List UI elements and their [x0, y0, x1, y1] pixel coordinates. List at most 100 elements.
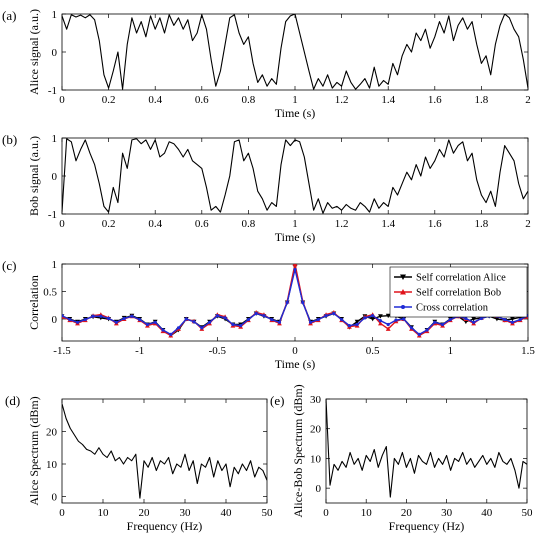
- y-tick-label: 0: [316, 483, 322, 495]
- x-tick-label: 0: [59, 218, 65, 230]
- x-axis-label: Frequency (Hz): [127, 519, 203, 533]
- data-point: [107, 316, 111, 321]
- x-tick-label: 10: [98, 507, 110, 519]
- data-point: [316, 317, 320, 322]
- data-point: [510, 320, 515, 324]
- plot-frame: [61, 398, 268, 504]
- data-point: [215, 314, 219, 318]
- data-point: [75, 320, 80, 324]
- series-signal: [326, 399, 527, 498]
- data-point: [270, 317, 274, 322]
- data-point: [239, 324, 243, 328]
- x-tick-label: 40: [221, 507, 233, 519]
- x-tick-label: 0: [59, 94, 65, 106]
- y-tick-label: 20: [46, 427, 58, 439]
- x-tick-label: 20: [401, 507, 413, 519]
- x-tick-label: 30: [180, 507, 192, 519]
- data-point: [262, 314, 266, 318]
- x-tick-label: 20: [139, 507, 151, 519]
- x-axis-label: Frequency (Hz): [389, 519, 465, 533]
- x-tick-label: 1.4: [381, 94, 395, 106]
- data-point: [161, 328, 165, 332]
- y-axis-label: Bob signal (a.u.): [27, 136, 41, 216]
- legend-entry-label: Self correlation Bob: [416, 288, 501, 299]
- x-tick-label: 0.4: [148, 94, 162, 106]
- data-point: [184, 317, 188, 321]
- x-tick-label: 50: [522, 507, 534, 519]
- y-tick-label: 0: [52, 171, 58, 183]
- chart-panel-c: -1.5 -1 -0.5 0 0.5 1 1.5 0 0.5 1 Time (s) Correlati…: [2, 258, 535, 371]
- data-point: [394, 318, 398, 322]
- data-point: [385, 326, 391, 331]
- data-point: [518, 317, 522, 322]
- data-point: [347, 324, 351, 328]
- x-tick-label: 1.2: [335, 218, 349, 230]
- x-tick-label: 1.2: [335, 94, 349, 106]
- y-tick-label: 0.5: [43, 287, 57, 299]
- data-point: [91, 314, 95, 318]
- x-tick-label: 50: [262, 507, 274, 519]
- data-point: [138, 317, 142, 322]
- data-point: [472, 320, 476, 324]
- y-tick-label: 10: [310, 453, 322, 465]
- x-tick-label: -0.5: [209, 345, 227, 357]
- x-tick-label: 10: [361, 507, 373, 519]
- series-line: [62, 138, 528, 214]
- panel-label: (c): [2, 258, 16, 273]
- series-signal: [62, 403, 267, 499]
- data-point: [371, 314, 375, 318]
- x-axis-label: Time (s): [275, 106, 316, 120]
- x-tick-label: 1.6: [428, 94, 442, 106]
- data-point: [200, 326, 204, 330]
- data-point: [510, 317, 515, 322]
- data-point: [386, 322, 390, 327]
- legend-swatch-marker: [401, 305, 405, 309]
- x-tick-label: 0: [292, 345, 298, 357]
- y-tick-label: 0: [52, 314, 58, 326]
- x-tick-label: 1.8: [475, 94, 489, 106]
- data-point: [440, 322, 445, 327]
- x-tick-label: -1: [135, 345, 144, 357]
- panel-label: (d): [5, 393, 20, 408]
- x-tick-label: 0: [323, 507, 329, 519]
- x-tick-label: 0.2: [102, 94, 116, 106]
- data-point: [68, 317, 72, 322]
- legend-swatch-marker: [400, 274, 406, 280]
- series-line: [326, 399, 527, 498]
- x-tick-label: 1: [448, 345, 454, 357]
- y-axis-label: Correlation: [27, 275, 41, 330]
- data-point: [355, 322, 359, 327]
- data-point: [378, 314, 383, 319]
- series-cross-correlation: [62, 267, 528, 336]
- data-point: [332, 311, 336, 316]
- x-tick-label: 0.6: [195, 94, 209, 106]
- x-tick-label: 0: [59, 507, 65, 519]
- data-point: [363, 316, 367, 320]
- data-point: [62, 314, 64, 318]
- legend: Self correlation Alice Self correlation B…: [389, 266, 528, 318]
- x-tick-label: 40: [481, 507, 493, 519]
- y-tick-label: 0: [52, 492, 58, 504]
- data-point: [324, 314, 328, 318]
- y-axis-label: Alice-Bob Spectrum (dBm): [291, 384, 305, 517]
- data-point: [231, 322, 235, 327]
- x-tick-label: 0.5: [366, 345, 380, 357]
- x-tick-label: 1: [292, 94, 298, 106]
- data-point: [433, 320, 437, 324]
- data-point: [285, 300, 289, 305]
- x-tick-label: 30: [441, 507, 453, 519]
- y-tick-label: 10: [46, 459, 58, 471]
- data-point: [277, 320, 282, 324]
- panel-label: (b): [2, 132, 17, 147]
- data-point: [340, 317, 344, 322]
- series-line: [62, 14, 528, 90]
- data-point: [246, 317, 250, 322]
- x-tick-label: 2: [525, 94, 531, 106]
- data-point: [354, 319, 360, 325]
- y-tick-label: 1: [52, 9, 58, 21]
- plot-frame: [325, 398, 528, 504]
